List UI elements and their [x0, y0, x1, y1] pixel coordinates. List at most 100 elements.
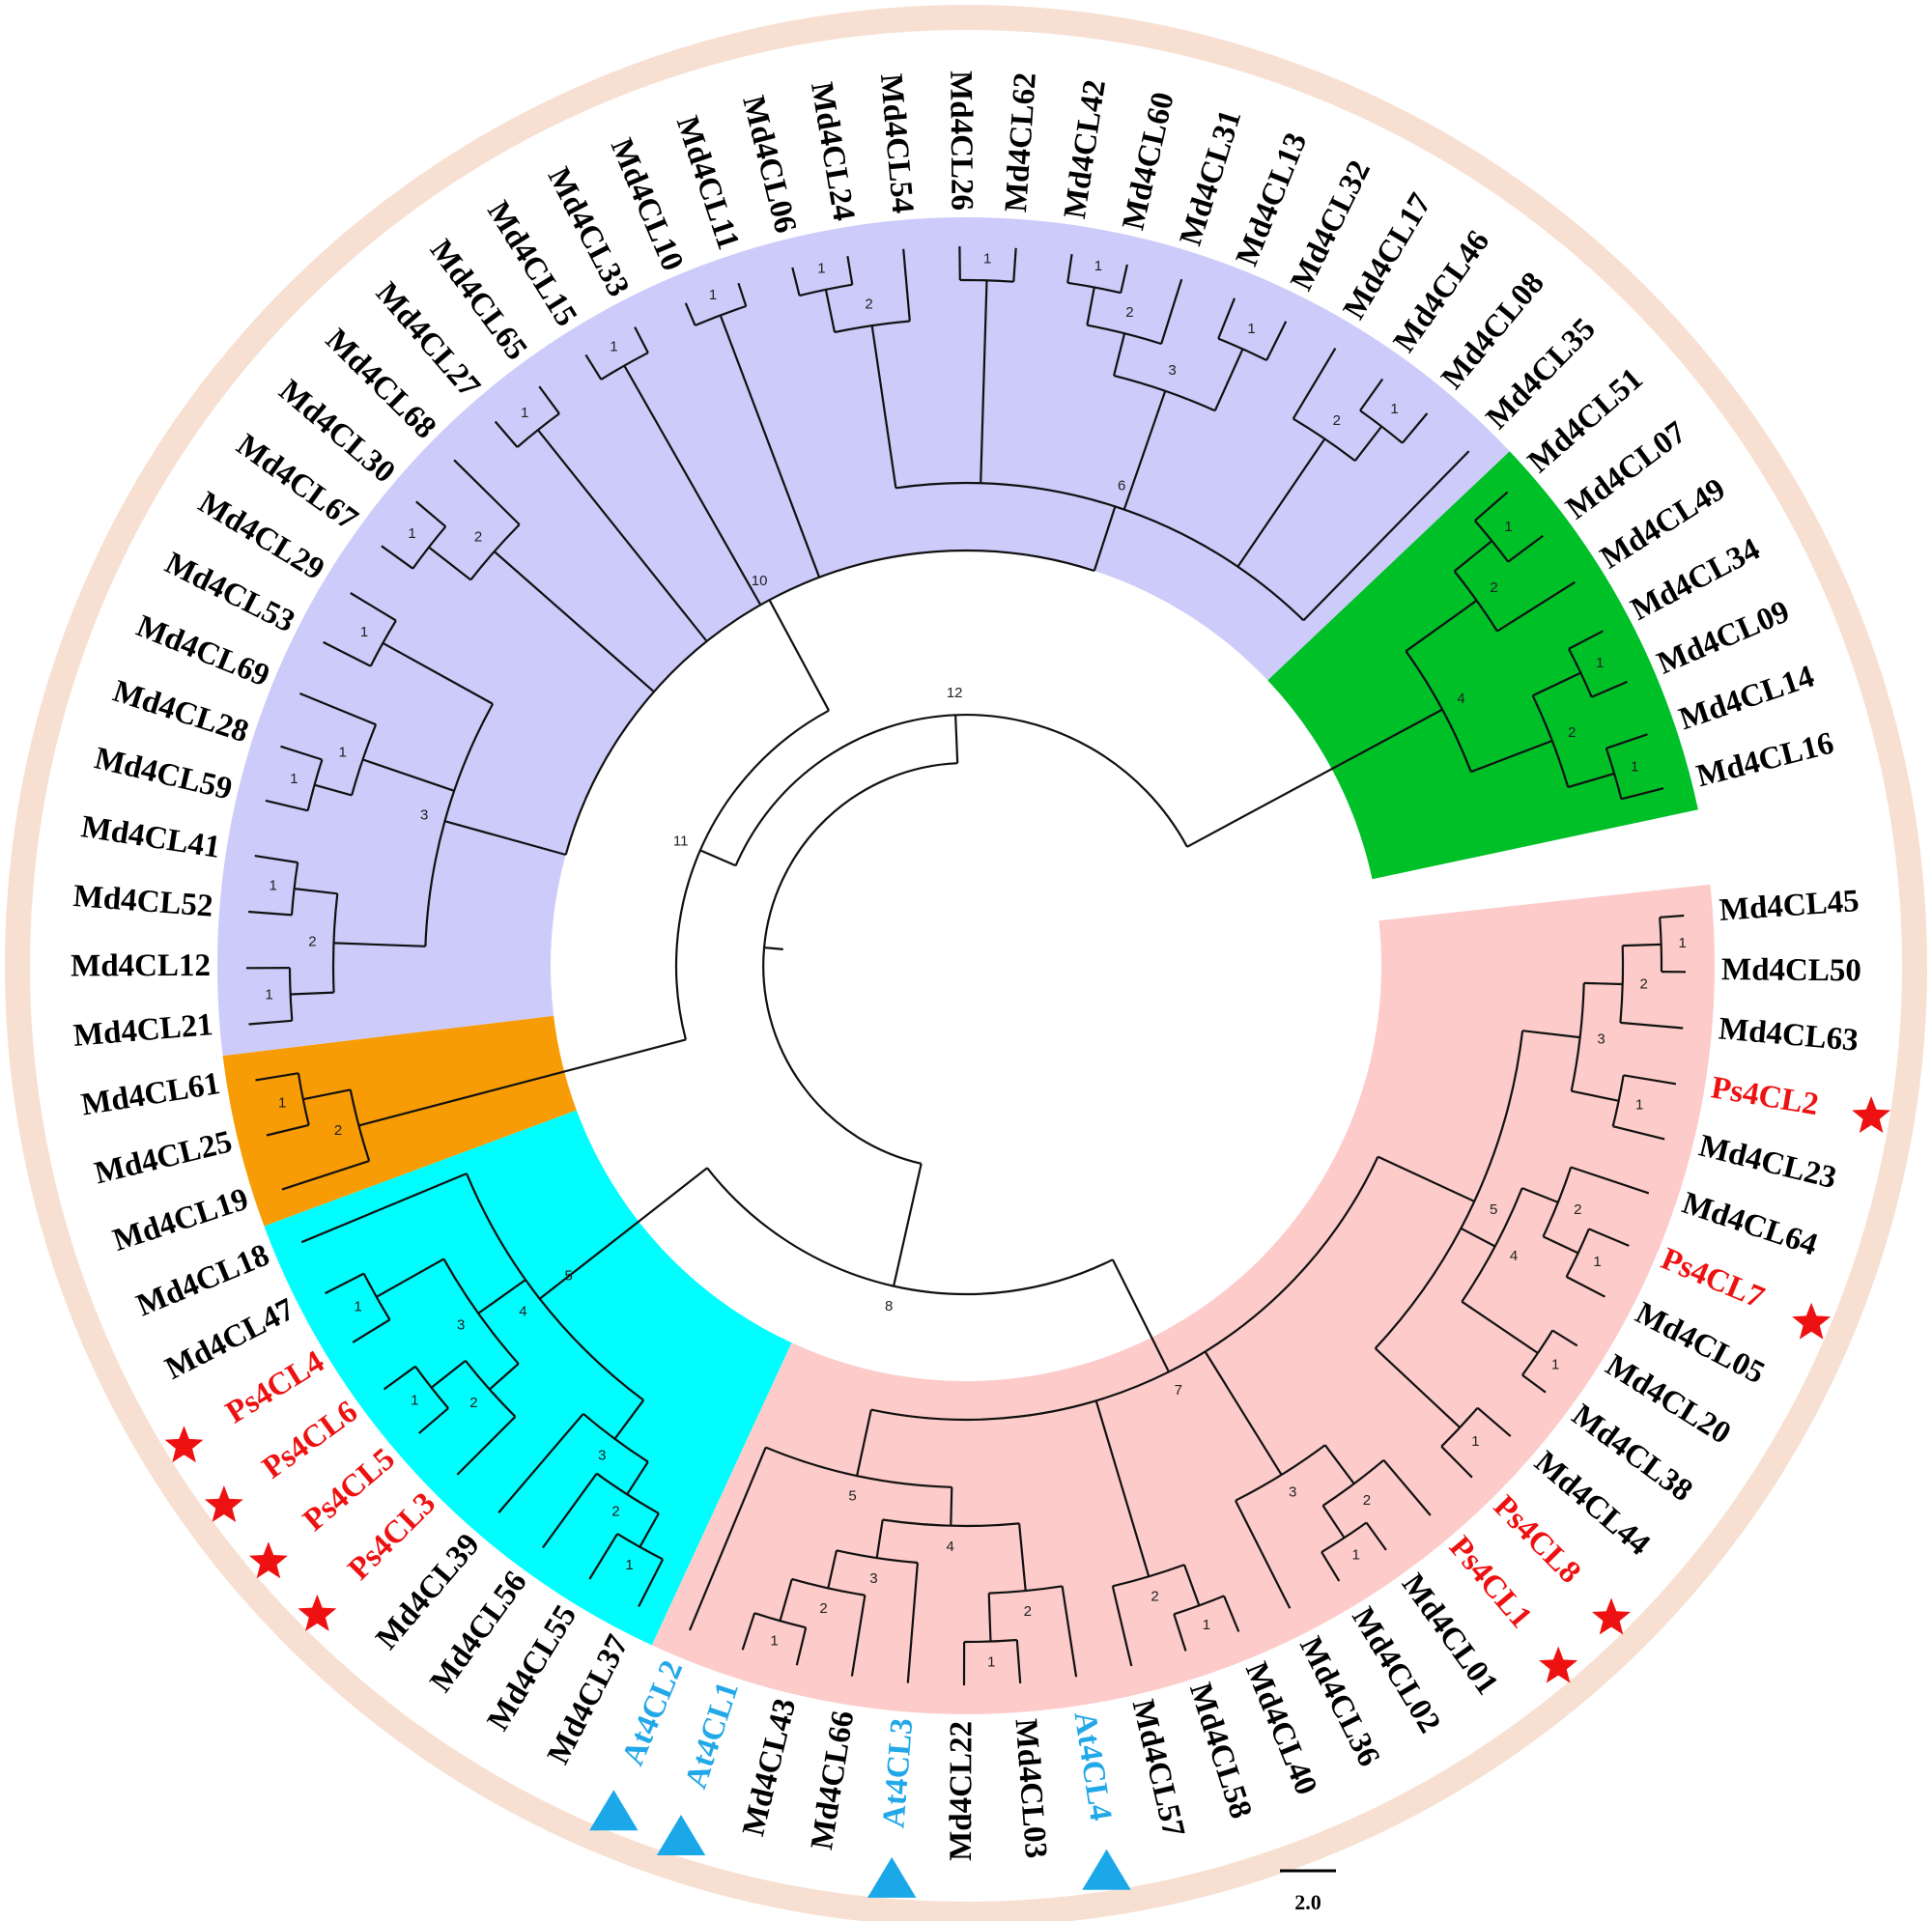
branch-line	[350, 592, 397, 622]
branch-line	[1113, 332, 1126, 377]
leaf-label: At4CL2	[615, 1655, 690, 1770]
node-number: 2	[474, 528, 482, 545]
leaf-label: Md4CL58	[1182, 1679, 1259, 1822]
node-number: 1	[1203, 1617, 1210, 1633]
node-number: 8	[885, 1298, 893, 1314]
root-stem	[763, 946, 783, 950]
branch-arc	[870, 1156, 1379, 1422]
branch-line	[1111, 1586, 1133, 1667]
leaf-label: Md4CL62	[999, 71, 1043, 213]
branch-line	[875, 1519, 884, 1559]
star-icon	[1539, 1646, 1578, 1683]
outer-ring	[5, 5, 1927, 1921]
leaf-label: Md4CL63	[1718, 1011, 1860, 1058]
branch-line	[497, 1413, 584, 1514]
branch-line	[1323, 1444, 1355, 1484]
leaf-label: At4CL4	[1066, 1709, 1118, 1823]
leaf-label: Md4CL03	[1008, 1717, 1053, 1859]
node-number: 2	[1574, 1201, 1581, 1218]
leaf-label: Md4CL41	[79, 809, 223, 865]
leaf-label: Md4CL12	[71, 948, 211, 984]
node-number: 1	[817, 260, 825, 276]
branch-arc	[1531, 694, 1570, 788]
node-number: 1	[1352, 1547, 1360, 1564]
branch-line	[1612, 1125, 1665, 1141]
leaf-label: Md4CL11	[669, 112, 746, 254]
branch-line	[1570, 1166, 1650, 1195]
branch-arc	[582, 1412, 649, 1463]
branch-line	[588, 1533, 619, 1580]
branch-line	[539, 1262, 586, 1300]
node-number: 1	[709, 287, 717, 303]
branch-arc	[1570, 982, 1585, 1091]
branch-line	[352, 1318, 391, 1343]
branch-line	[415, 500, 447, 528]
branch-line	[477, 1279, 526, 1314]
branch-line	[1012, 247, 1017, 282]
branch-line	[1621, 787, 1664, 801]
branch-line	[1605, 733, 1648, 749]
star-icon	[1852, 1096, 1891, 1133]
branch-arc	[600, 352, 649, 381]
node-number: 3	[1597, 1031, 1605, 1048]
branch-line	[954, 715, 959, 764]
branch-line	[417, 1407, 449, 1434]
branch-arc	[442, 1258, 520, 1365]
tree-branches	[245, 245, 1687, 1686]
branch-line	[537, 429, 708, 642]
leaf-label: Md4CL50	[1721, 952, 1861, 988]
branch-line	[1583, 981, 1623, 986]
leaf-label: Md4CL52	[72, 879, 214, 924]
branch-arc	[1173, 1595, 1225, 1616]
branch-arc	[424, 703, 495, 946]
branch-arc	[351, 723, 378, 796]
branch-line	[846, 256, 854, 285]
branch-line	[1204, 1350, 1283, 1476]
branch-line	[1359, 378, 1384, 411]
node-number: 1	[1635, 1096, 1643, 1113]
node-number: 11	[673, 833, 689, 850]
node-number: 1	[1679, 935, 1687, 951]
node-number: 12	[947, 685, 963, 701]
branch-line	[290, 991, 334, 996]
branch-line	[1474, 491, 1509, 522]
star-icon	[164, 1426, 204, 1463]
branch-line	[1186, 708, 1443, 848]
node-number: 2	[1125, 304, 1133, 321]
branch-line	[1120, 264, 1128, 294]
branch-line	[1321, 1505, 1346, 1539]
branch-arc	[1605, 748, 1623, 800]
branch-line	[737, 282, 748, 307]
branch-line	[376, 1257, 444, 1298]
branch-line	[1223, 1595, 1240, 1632]
branch-line	[1521, 1187, 1559, 1203]
branch-line	[1217, 297, 1236, 340]
node-number: 10	[752, 573, 768, 589]
branch-arc	[465, 1172, 644, 1401]
clade-sector-orange	[222, 1015, 577, 1227]
star-icon	[248, 1541, 288, 1579]
branch-line	[1461, 1300, 1539, 1354]
branch-arc	[1374, 1031, 1524, 1349]
star-icon	[1792, 1302, 1832, 1340]
branch-line	[613, 1399, 645, 1440]
node-number: 4	[1457, 691, 1464, 707]
node-number: 1	[354, 1298, 361, 1314]
branch-line	[1568, 630, 1604, 650]
leaf-label: Md4CL42	[1058, 77, 1113, 221]
leaf-label: Md4CL22	[944, 1721, 980, 1861]
branch-arc	[895, 481, 1305, 622]
node-number: 1	[411, 1392, 418, 1408]
branch-line	[254, 855, 298, 864]
leaf-label: Md4CL66	[805, 1709, 861, 1852]
branch-line	[584, 1167, 708, 1264]
branch-line	[1094, 1399, 1151, 1577]
branch-line	[430, 1360, 467, 1389]
branch-line	[1405, 599, 1478, 653]
triangle-icon	[656, 1815, 706, 1855]
clade-sector-green	[1267, 451, 1698, 880]
leaf-label: Md4CL43	[736, 1695, 803, 1839]
node-number: 2	[1151, 1588, 1158, 1604]
triangle-icon	[589, 1790, 639, 1831]
branch-arc	[564, 549, 1095, 856]
